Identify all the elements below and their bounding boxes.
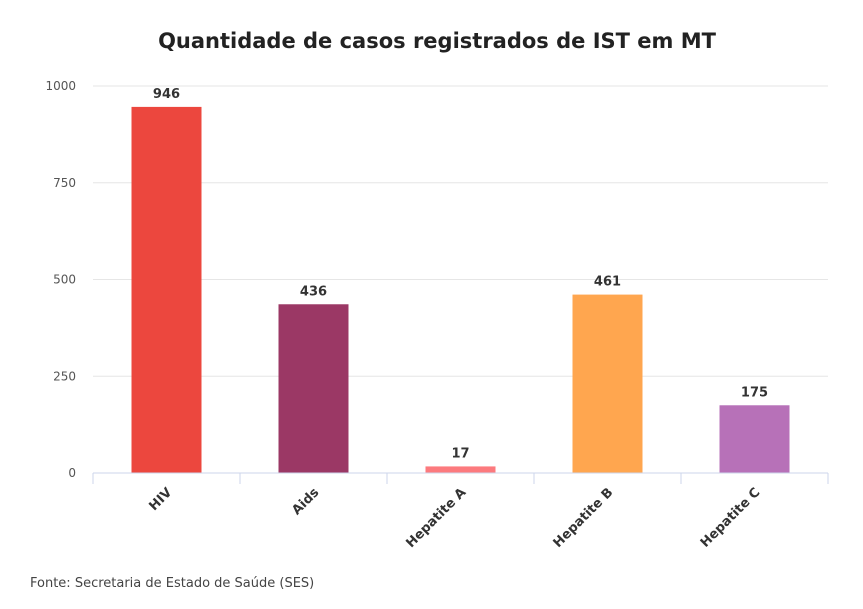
data-label: 436 <box>300 284 327 299</box>
source-note: Fonte: Secretaria de Estado de Saúde (SE… <box>30 576 314 591</box>
chart-title: Quantidade de casos registrados de IST e… <box>158 29 717 53</box>
bar-hepatite-c <box>719 405 790 473</box>
data-label: 17 <box>451 446 469 461</box>
x-tick-label: HIV <box>146 485 175 514</box>
bar-hiv <box>131 106 202 473</box>
bar-aids <box>278 304 349 473</box>
data-label: 461 <box>594 275 621 290</box>
x-tick-label: Hepatite A <box>404 485 470 551</box>
x-tick-label: Aids <box>289 485 322 518</box>
x-tick-label: Hepatite C <box>698 485 763 550</box>
y-tick-label: 500 <box>53 273 76 287</box>
y-tick-label: 0 <box>68 466 76 480</box>
y-tick-label: 750 <box>53 176 76 190</box>
data-label: 946 <box>153 87 180 102</box>
bar-hepatite-b <box>572 294 643 473</box>
y-tick-label: 1000 <box>45 79 76 93</box>
bar-hepatite-a <box>425 466 496 473</box>
y-tick-label: 250 <box>53 369 76 383</box>
data-label: 175 <box>741 385 768 400</box>
x-tick-label: Hepatite B <box>551 485 617 551</box>
